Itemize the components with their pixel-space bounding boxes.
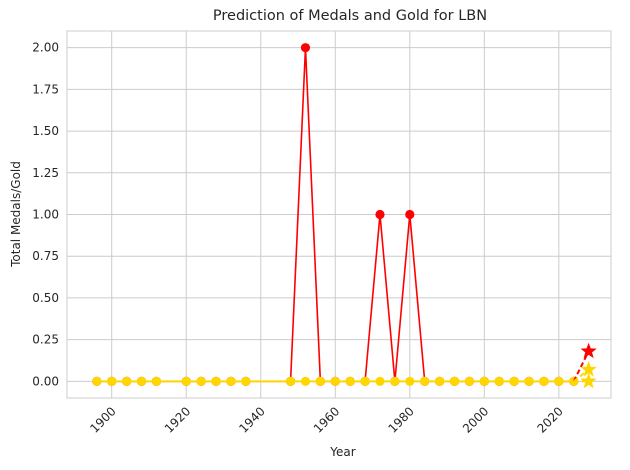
series: [92, 43, 579, 386]
y-tick-label: 1.75: [32, 82, 59, 96]
gold-point: [330, 376, 340, 386]
predictions: [572, 342, 597, 389]
gold-series: [92, 376, 579, 386]
y-tick-label: 1.00: [32, 208, 59, 222]
total-point: [375, 209, 385, 220]
gold-point: [449, 376, 460, 386]
total-prediction: [572, 342, 597, 382]
gold-point: [494, 376, 504, 386]
gold-point: [211, 376, 221, 386]
x-axis-label: Year: [329, 445, 355, 459]
gold-point: [509, 376, 519, 386]
gold-point: [226, 376, 236, 386]
gold-point: [435, 376, 445, 386]
gold-point: [375, 376, 385, 386]
gold-point: [360, 376, 370, 386]
gold-point: [196, 376, 206, 386]
gold-point: [420, 376, 430, 386]
total-point: [405, 209, 415, 220]
gold-point: [524, 376, 534, 386]
y-tick-label: 0.00: [32, 374, 59, 388]
y-tick-label: 0.25: [32, 333, 59, 347]
gold-point: [390, 376, 400, 386]
plot-frame: [66, 30, 612, 399]
gold-upper-prediction-star: [580, 361, 597, 377]
gold-point: [107, 376, 117, 386]
gold-prediction: [573, 372, 597, 389]
gold-point: [92, 376, 102, 386]
gold-point: [136, 376, 147, 386]
total-point: [300, 43, 311, 53]
y-tick-label: 0.75: [32, 249, 59, 263]
gold-upper-prediction: [573, 361, 597, 383]
y-tick-label: 1.50: [32, 124, 59, 138]
gold-upper-prediction-line: [573, 368, 590, 383]
gold-point: [345, 376, 355, 386]
y-tick-label: 0.50: [32, 291, 59, 305]
gold-point: [300, 376, 311, 386]
gold-point: [405, 376, 415, 386]
gold-point: [285, 376, 296, 386]
gold-point: [539, 376, 549, 386]
gold-point: [241, 376, 251, 386]
y-tick-label: 2.00: [32, 41, 59, 55]
y-axis-ticks: 0.00 0.25 0.50 0.75 1.00 1.25 1.50 1.75 2.00: [32, 41, 59, 389]
gold-prediction-star: [580, 372, 597, 389]
gold-point: [554, 376, 564, 386]
y-tick-label: 1.25: [32, 166, 59, 180]
total-prediction-star: [580, 342, 597, 359]
y-axis-label: Total Medals/Gold: [9, 161, 23, 268]
gold-point: [151, 376, 162, 386]
chart-title: Prediction of Medals and Gold for LBN: [213, 8, 487, 24]
gold-point: [122, 376, 132, 386]
gold-point: [464, 376, 475, 386]
gold-point: [479, 376, 489, 386]
gold-point: [181, 376, 191, 386]
gold-point: [315, 376, 325, 386]
